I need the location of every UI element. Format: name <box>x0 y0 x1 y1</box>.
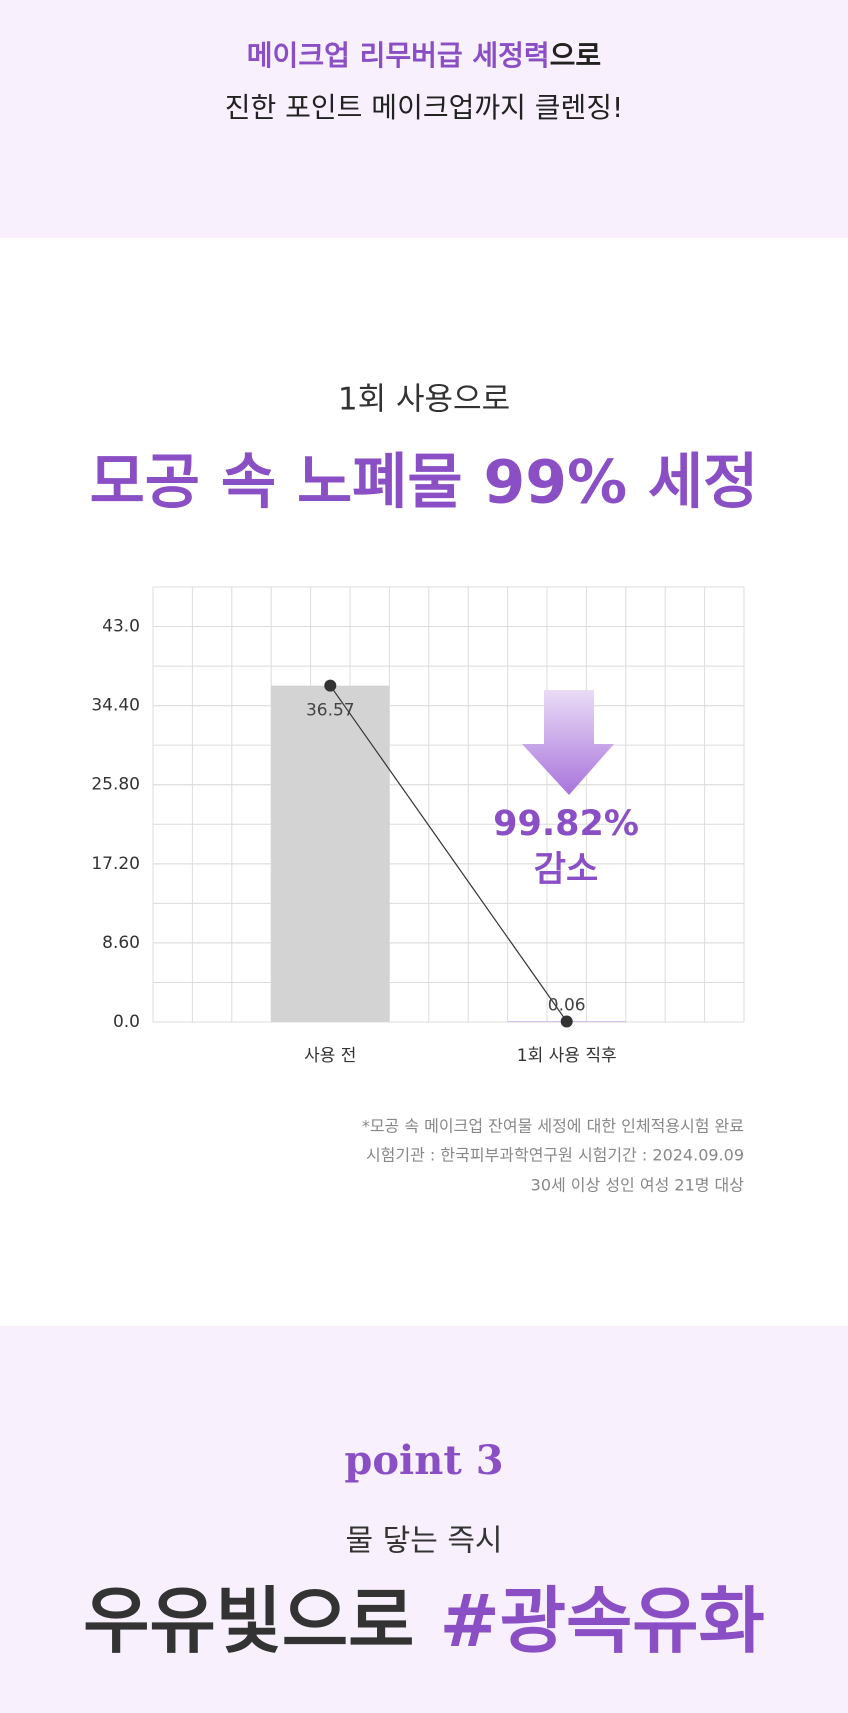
footnote: 시험기관 : 한국피부과학연구원 시험기간 : 2024.09.09 <box>366 1146 744 1165</box>
headline-highlight: #광속유화 <box>439 1579 764 1663</box>
y-tick-label: 34.40 <box>91 696 140 716</box>
footnote: *모공 속 메이크업 잔여물 세정에 대한 인체적용시험 완료 <box>362 1117 744 1136</box>
point <box>324 679 337 692</box>
annotation: 감소 <box>534 850 598 890</box>
bottom-band <box>0 1326 848 1713</box>
header-line1: 메이크업 리무버급 세정력으로 <box>247 39 601 72</box>
white-band <box>0 238 848 1326</box>
x-tick-label: 1회 사용 직후 <box>517 1046 617 1066</box>
point-headline: 우유빛으로 #광속유화 <box>83 1579 765 1663</box>
chart: 0.0 8.60 17.20 25.80 34.40 43.0 36.57 사용 전 0.06 1… <box>91 586 745 1066</box>
y-tick-label: 0.0 <box>113 1012 140 1032</box>
y-tick-label: 17.20 <box>91 854 140 874</box>
value-label: 36.57 <box>306 701 355 721</box>
point-subtitle: 물 닿는 즉시 <box>345 1524 502 1559</box>
point-label: point 3 <box>344 1437 503 1484</box>
trend-line <box>329 685 568 1022</box>
header-line2: 진한 포인트 메이크업까지 클렌징! <box>225 91 624 124</box>
arrow <box>522 690 614 795</box>
header-text: 으로 <box>550 39 602 72</box>
headline-text: 우유빛으로 <box>83 1579 439 1663</box>
chart-title: 모공 속 노폐물 99% 세정 <box>90 448 759 518</box>
chart-subtitle: 1회 사용으로 <box>338 382 510 418</box>
y-tick-label: 43.0 <box>102 617 140 637</box>
value-label: 0.06 <box>548 995 586 1015</box>
y-tick-label: 25.80 <box>91 775 140 795</box>
header-highlight: 메이크업 리무버급 세정력 <box>247 39 550 72</box>
x-tick-label: 사용 전 <box>304 1046 356 1066</box>
top-band <box>0 0 848 238</box>
footnote: 30세 이상 성인 여성 21명 대상 <box>531 1176 745 1195</box>
annotation: 99.82% <box>493 804 639 844</box>
y-tick-label: 8.60 <box>102 933 140 953</box>
bar <box>271 685 390 1022</box>
point <box>560 1015 573 1028</box>
